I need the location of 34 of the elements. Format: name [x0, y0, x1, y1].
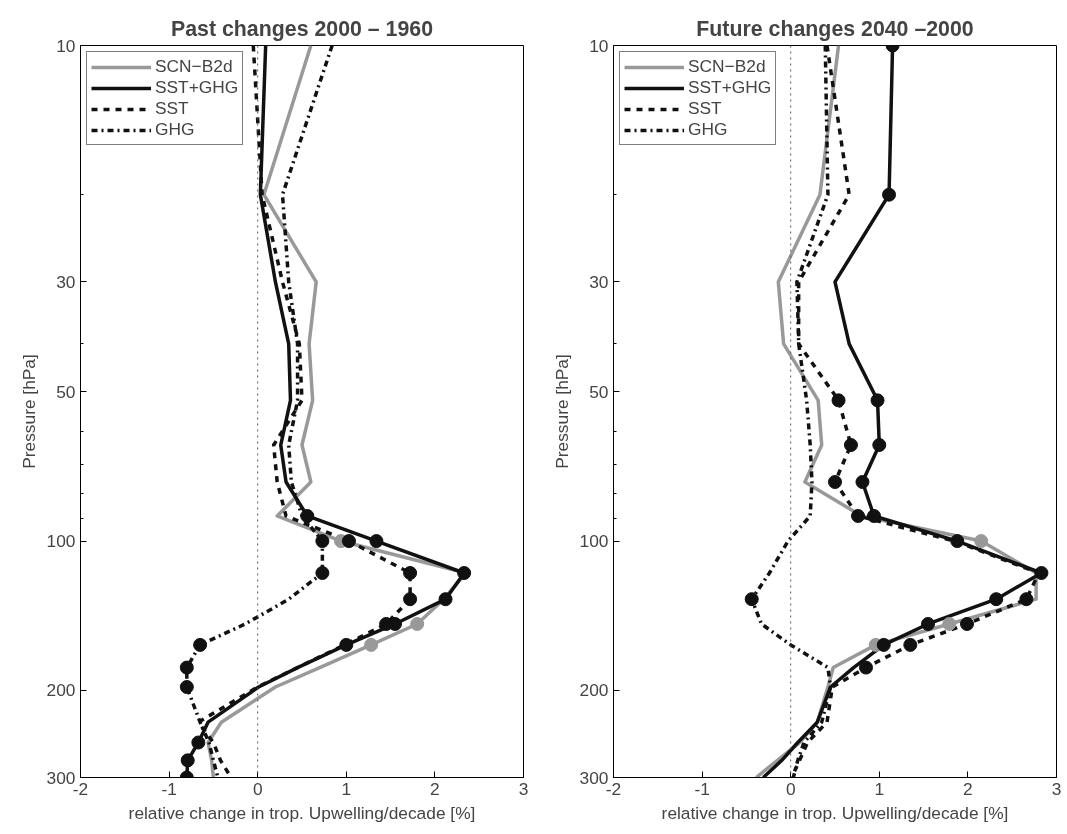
x-tick-label: 0	[252, 778, 263, 799]
x-tick-label: 2	[963, 778, 973, 799]
y-tick-label: 100	[579, 531, 609, 552]
x-tick-label: 1	[341, 778, 352, 799]
chart-title: Future changes 2040 –2000	[696, 16, 974, 41]
y-tick-label: 50	[56, 381, 76, 402]
y-tick-label: 10	[56, 35, 76, 56]
legend-label: SST+GHG	[155, 77, 239, 98]
legend-label: SCN−B2d	[688, 56, 766, 77]
y-tick-label: 30	[589, 271, 609, 292]
legend-label: SCN−B2d	[155, 56, 233, 77]
y-tick-label: 50	[589, 381, 609, 402]
x-tick-label: -1	[694, 778, 710, 799]
y-tick-label: 30	[56, 271, 76, 292]
x-tick-label: 3	[518, 778, 529, 799]
legend-label: SST	[688, 98, 722, 119]
x-tick-label: -1	[161, 778, 177, 799]
legend-label: SST+GHG	[688, 77, 772, 98]
legend-label: GHG	[688, 119, 728, 140]
x-tick-label: 1	[874, 778, 885, 799]
y-tick-label: 200	[46, 680, 76, 701]
x-tick-label: 0	[785, 778, 796, 799]
x-axis-title: relative change in trop. Upwelling/decade [%]	[661, 802, 1009, 823]
legend-label: GHG	[155, 119, 195, 140]
chart-title: Past changes 2000 – 1960	[170, 16, 434, 41]
y-tick-label: 200	[579, 680, 609, 701]
x-tick-label: 2	[430, 778, 440, 799]
x-axis-title: relative change in trop. Upwelling/decade [%]	[128, 802, 476, 823]
legend-label: SST	[155, 98, 189, 119]
y-tick-label: 10	[589, 35, 609, 56]
x-tick-label: 3	[1051, 778, 1062, 799]
y-axis-title: Pressure [hPa]	[551, 354, 572, 469]
y-axis-title: Pressure [hPa]	[18, 354, 39, 469]
y-tick-label: 100	[46, 531, 76, 552]
